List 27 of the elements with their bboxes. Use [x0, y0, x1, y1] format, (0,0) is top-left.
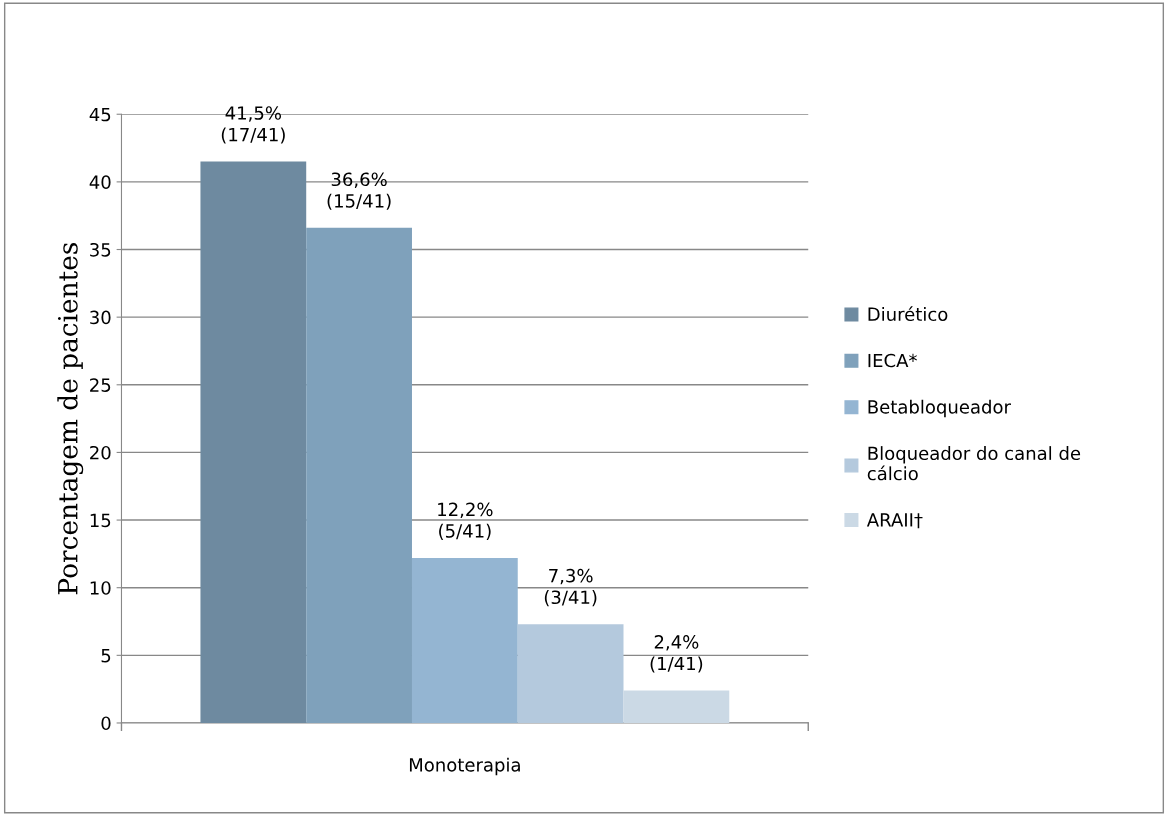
y-tick-label: 30: [90, 310, 111, 325]
bar: [411, 557, 518, 723]
x-tick-label: Monoterapia: [409, 757, 520, 776]
legend-label: Bloqueador do canal de cálcio: [867, 446, 1081, 481]
legend-label: Betabloqueador: [868, 399, 1011, 418]
y-tick-label: 20: [90, 445, 111, 460]
bar: [517, 624, 624, 723]
y-tick-label: 15: [90, 513, 111, 528]
y-tick-label: 5: [101, 649, 111, 663]
legend-label: IECA*: [868, 353, 917, 368]
data-label: 41,5% (17/41): [221, 106, 285, 144]
y-axis-title: Porcentagem de pacientes: [57, 242, 84, 595]
y-tick-label: 40: [89, 175, 111, 189]
data-label: 12,2% (5/41): [438, 502, 493, 540]
y-tick-label: 10: [90, 581, 111, 595]
legend-label: Diurético: [868, 306, 948, 322]
data-label: 7,3% (3/41): [544, 568, 597, 607]
y-tick-label: 25: [90, 378, 111, 392]
bar: [623, 690, 730, 723]
bar: [200, 161, 307, 723]
data-label: 2,4% (1/41): [650, 635, 703, 673]
data-label: 36,6% (15/41): [327, 172, 391, 210]
y-tick-label: 0: [101, 716, 111, 731]
bar: [306, 227, 412, 723]
legend-label: ARAII†: [866, 513, 923, 529]
y-tick-label: 45: [89, 107, 111, 122]
y-tick-label: 35: [90, 242, 111, 257]
